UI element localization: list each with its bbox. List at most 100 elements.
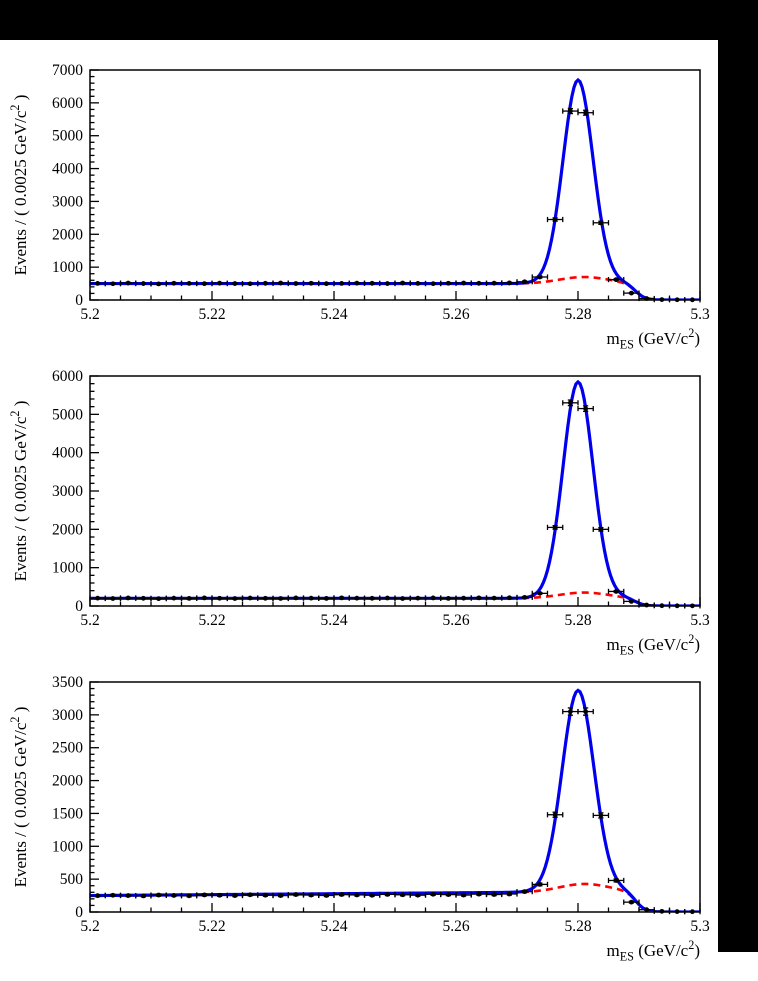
data-point-marker <box>354 892 360 898</box>
data-point-marker <box>598 813 604 818</box>
data-point-marker <box>156 596 162 602</box>
data-point-marker <box>369 595 375 601</box>
y-tick-label: 0 <box>75 598 83 615</box>
y-tick-label: 0 <box>75 904 83 921</box>
y-tick-label: 6000 <box>52 368 83 385</box>
data-point-marker <box>674 297 680 303</box>
data-point-marker <box>537 590 543 596</box>
plot-frame <box>89 681 701 913</box>
data-point-marker <box>598 220 604 226</box>
data-point-marker <box>278 596 284 601</box>
y-tick-label: 5000 <box>52 406 83 423</box>
data-point-marker <box>323 281 329 287</box>
data-point-marker <box>323 596 329 601</box>
data-point-marker <box>232 596 238 601</box>
data-point-marker <box>262 892 268 898</box>
data-point-marker <box>323 893 329 898</box>
y-tick-label: 2000 <box>52 521 83 538</box>
data-point-marker <box>506 595 512 601</box>
data-point-marker <box>125 595 131 601</box>
x-tick-label: 5.2 <box>80 612 99 629</box>
data-point-marker <box>278 280 284 286</box>
data-point-marker <box>461 280 467 286</box>
data-point-marker <box>354 280 360 286</box>
axis-ticks <box>89 69 701 301</box>
y-tick-label: 5000 <box>52 128 83 145</box>
x-tick-label: 5.3 <box>690 918 710 935</box>
total-fit-curve <box>90 379 700 606</box>
data-point-marker <box>400 280 406 286</box>
data-point-marker <box>430 281 436 287</box>
data-point-marker <box>95 281 101 286</box>
data-point-marker <box>247 892 253 898</box>
data-point-marker <box>583 110 589 116</box>
mes-fit-chart-middle: 5.2 5.22 5.24 5.26 5.28 5.3 0 1000 2000 3000 4000 5… <box>8 368 710 657</box>
data-point-marker <box>369 280 375 286</box>
data-point-marker <box>384 891 390 897</box>
data-point-marker <box>232 893 238 898</box>
data-point-marker <box>537 882 543 887</box>
data-point-marker <box>644 907 650 913</box>
data-point-marker <box>339 595 345 601</box>
data-point-marker <box>445 892 451 897</box>
data-point-marker <box>293 595 299 601</box>
x-tick-label: 5.24 <box>320 918 347 935</box>
data-point-marker <box>308 892 314 898</box>
x-axis-title: mES (GeV/c2) <box>606 326 700 351</box>
data-point-marker <box>186 893 192 899</box>
x-tick-label: 5.26 <box>442 918 469 935</box>
mes-fit-chart-bottom: 5.2 5.22 5.24 5.26 5.28 5.3 0 500 1000 1500 2000 25… <box>8 674 710 963</box>
data-point-marker <box>232 281 238 286</box>
data-point-marker <box>247 281 253 287</box>
data-point-marker <box>201 892 207 898</box>
y-tick-label: 6000 <box>52 95 83 112</box>
data-point-marker <box>156 281 162 287</box>
data-point-marker <box>156 892 162 898</box>
data-point-marker <box>674 909 680 915</box>
total-fit-curve <box>90 77 700 300</box>
data-point-marker <box>689 297 695 303</box>
x-tick-label: 5.26 <box>442 612 469 629</box>
y-tick-label: 2500 <box>52 740 83 757</box>
data-point-marker <box>217 595 223 601</box>
x-tick-label: 5.2 <box>80 918 99 935</box>
data-point-marker <box>461 595 467 601</box>
data-point-marker <box>506 280 512 286</box>
y-tick-label: 3000 <box>52 193 83 210</box>
data-point-marker <box>384 281 390 286</box>
y-tick-label: 4000 <box>52 445 83 462</box>
x-tick-label: 5.2 <box>80 306 99 323</box>
data-point-marker <box>613 878 619 883</box>
x-tick-label: 5.26 <box>442 306 469 323</box>
x-tick-label: 5.24 <box>320 612 347 629</box>
y-tick-label: 2000 <box>52 226 83 243</box>
data-point-marker <box>95 893 101 899</box>
y-axis-title: Events / ( 0.0025 GeV/c2 ) <box>8 95 30 276</box>
fit-curves <box>90 379 700 606</box>
data-point-marker <box>674 603 680 609</box>
data-point-marker <box>567 400 573 406</box>
data-point-marker <box>125 280 131 286</box>
data-point-marker <box>278 893 284 898</box>
data-point-marker <box>400 892 406 898</box>
data-point-marker <box>659 603 665 609</box>
data-point-marker <box>293 892 299 897</box>
data-point-marker <box>430 595 436 601</box>
fit-curves <box>90 77 700 300</box>
mes-fit-panel-bottom: 5.2 5.22 5.24 5.26 5.28 5.3 0 500 1000 1500 2000 25… <box>0 662 718 967</box>
data-point-marker <box>339 892 345 897</box>
x-tick-label: 5.28 <box>564 612 591 629</box>
data-point-marker <box>171 595 177 601</box>
right-letterbox-bar <box>718 40 758 952</box>
data-point-marker <box>613 277 619 283</box>
data-point-marker <box>613 589 619 594</box>
data-point-marker <box>598 526 604 532</box>
data-point-marker <box>522 279 528 285</box>
mes-fit-panel-middle: 5.2 5.22 5.24 5.26 5.28 5.3 0 1000 2000 3000 4000 5… <box>0 356 718 661</box>
data-point-marker <box>308 280 314 286</box>
data-point-marker <box>415 892 421 898</box>
data-point-marker <box>110 281 116 287</box>
y-tick-label: 500 <box>60 871 84 888</box>
data-point-marker <box>262 595 268 601</box>
